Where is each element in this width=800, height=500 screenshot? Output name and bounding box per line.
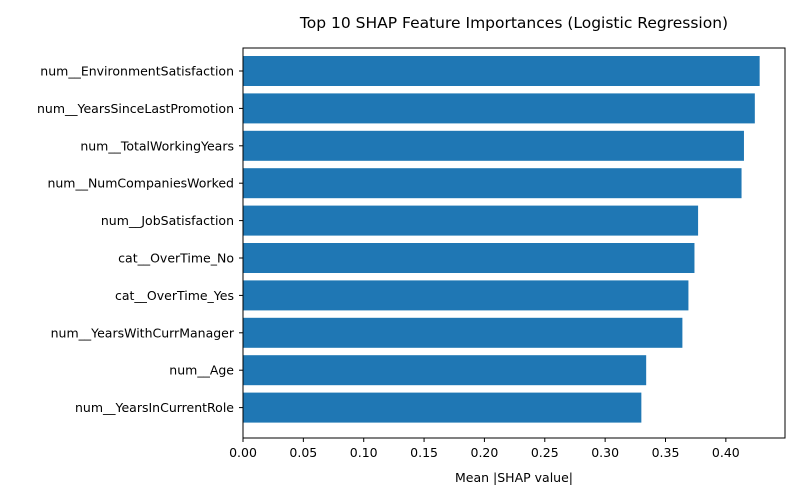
chart-title: Top 10 SHAP Feature Importances (Logisti… bbox=[299, 14, 728, 32]
y-tick-label: num__NumCompaniesWorked bbox=[47, 176, 234, 191]
x-tick-label: 0.15 bbox=[410, 445, 438, 460]
x-tick-label: 0.10 bbox=[350, 445, 378, 460]
y-tick-label: num__YearsWithCurrManager bbox=[51, 325, 235, 340]
bar-num__Age bbox=[243, 355, 647, 386]
y-tick-label: num__EnvironmentSatisfaction bbox=[40, 64, 234, 79]
x-tick-label: 0.35 bbox=[652, 445, 680, 460]
y-tick-label: num__YearsInCurrentRole bbox=[75, 400, 234, 415]
bar-num__NumCompaniesWorked bbox=[243, 168, 742, 199]
y-tick-label: num__TotalWorkingYears bbox=[80, 138, 234, 153]
x-tick-label: 0.30 bbox=[591, 445, 619, 460]
x-axis-label: Mean |SHAP value| bbox=[455, 470, 573, 485]
x-tick-label: 0.00 bbox=[229, 445, 257, 460]
y-tick-label: cat__OverTime_No bbox=[118, 251, 234, 266]
bar-num__YearsWithCurrManager bbox=[243, 317, 683, 348]
y-tick-label: num__YearsSinceLastPromotion bbox=[37, 101, 234, 116]
x-tick-label: 0.25 bbox=[531, 445, 559, 460]
x-tick-label: 0.20 bbox=[471, 445, 499, 460]
bars-group bbox=[243, 56, 760, 423]
bar-cat__OverTime_No bbox=[243, 243, 695, 273]
bar-num__TotalWorkingYears bbox=[243, 130, 744, 161]
y-tick-label: cat__OverTime_Yes bbox=[115, 288, 234, 303]
x-tick-label: 0.05 bbox=[289, 445, 317, 460]
x-axis-ticks: 0.00 0.05 0.10 0.15 0.20 0.25 0.30 0.35 0.40 bbox=[229, 438, 740, 460]
bar-num__EnvironmentSatisfaction bbox=[243, 56, 760, 86]
y-axis-ticks: num__EnvironmentSatisfaction num__YearsSi… bbox=[37, 64, 243, 415]
bar-cat__OverTime_Yes bbox=[243, 280, 689, 311]
x-tick-label: 0.40 bbox=[712, 445, 740, 460]
bar-num__YearsSinceLastPromotion bbox=[243, 93, 755, 124]
y-tick-label: num__Age bbox=[169, 363, 234, 378]
bar-num__JobSatisfaction bbox=[243, 205, 699, 236]
bar-num__YearsInCurrentRole bbox=[243, 392, 642, 423]
plot-frame bbox=[242, 47, 786, 439]
y-tick-label: num__JobSatisfaction bbox=[101, 213, 234, 228]
